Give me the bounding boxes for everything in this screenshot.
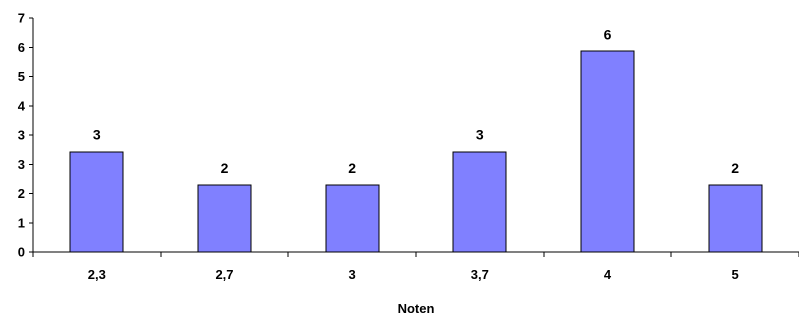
data-label: 3: [93, 127, 101, 143]
x-tick-label: 2,3: [88, 267, 106, 282]
y-tick-label: 3: [18, 157, 25, 172]
y-tick-label: 1: [18, 215, 25, 230]
x-axis-ticks: 2,3 2,7 3 3,7 4 5: [32, 252, 799, 282]
y-tick-label: 7: [18, 11, 25, 26]
data-label: 3: [476, 127, 484, 143]
x-axis-title: Noten: [398, 301, 435, 316]
x-tick-label: 5: [732, 267, 739, 282]
bar-2: [197, 184, 252, 253]
data-labels: 3 2 2 3 6 2: [93, 26, 739, 176]
y-tick-label: 2: [18, 186, 25, 201]
data-label: 2: [348, 160, 356, 176]
y-tick-label: 3: [18, 128, 25, 143]
bar-6: [708, 184, 763, 253]
y-tick-label: 4: [18, 98, 26, 113]
x-tick-label: 4: [604, 267, 612, 282]
y-tick-label: 6: [18, 40, 25, 55]
x-tick-label: 3,7: [471, 267, 489, 282]
bar-3: [325, 184, 380, 253]
data-label: 6: [604, 26, 612, 42]
data-label: 2: [221, 160, 229, 176]
bars: [69, 50, 763, 253]
x-tick-label: 3: [349, 267, 356, 282]
x-tick-label: 2,7: [215, 267, 233, 282]
y-axis-ticks: 0 1 2 3 3 4 5 6 7: [18, 11, 33, 260]
bar-1: [69, 151, 124, 253]
bar-5: [580, 50, 635, 253]
y-tick-label: 5: [18, 69, 25, 84]
y-tick-label: 0: [18, 245, 25, 260]
data-label: 2: [731, 160, 739, 176]
bar-4: [452, 151, 507, 253]
